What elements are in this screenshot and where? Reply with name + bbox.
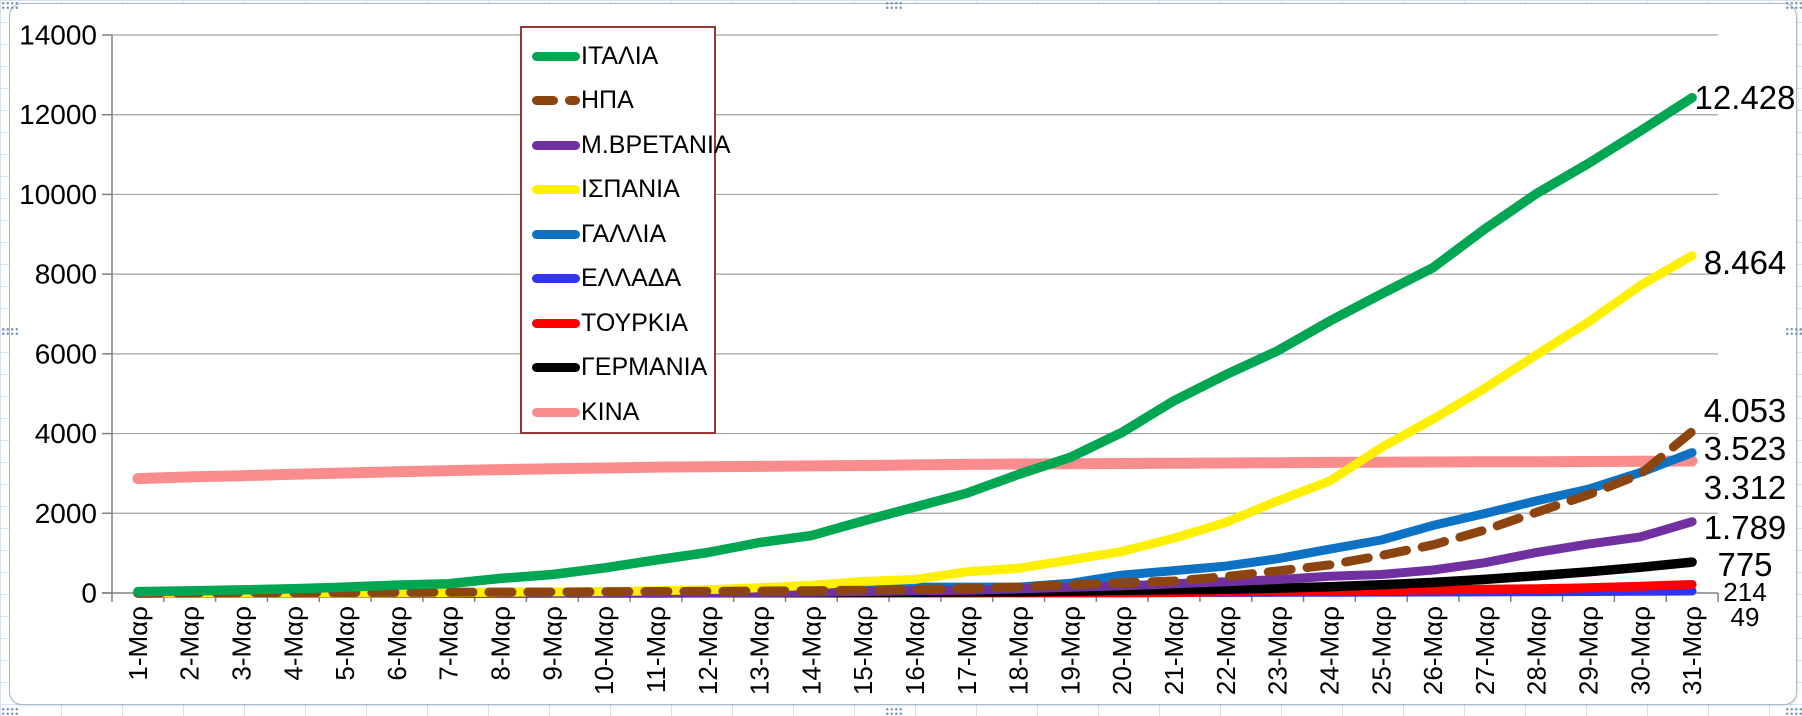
x-axis-label: 12-Μαρ	[693, 606, 723, 695]
legend-label: ΤΟΥΡΚΙΑ	[581, 308, 689, 337]
legend-swatch-ΙΣΠΑΝΙΑ	[532, 185, 580, 194]
y-axis-label: 0	[81, 578, 97, 609]
x-axis-label: 22-Μαρ	[1211, 606, 1241, 695]
x-axis-label: 21-Μαρ	[1159, 606, 1189, 695]
x-axis-label: 19-Μαρ	[1055, 606, 1085, 695]
x-axis-label: 4-Μαρ	[278, 606, 308, 681]
chart-selection-handle[interactable]	[1784, 0, 1802, 10]
x-axis-label: 15-Μαρ	[848, 606, 878, 695]
chart-selection-handle[interactable]	[884, 0, 902, 10]
legend[interactable]: ΙΤΑΛΙΑ ΗΠΑ Μ.ΒΡΕΤΑΝΙΑ ΙΣΠΑΝΙΑ ΓΑΛΛΙΑ ΕΛΛΑΔΑ ΤΟ…	[520, 26, 731, 434]
x-axis-label: 28-Μαρ	[1522, 606, 1552, 695]
series-line-ΗΠΑ[interactable]	[133, 427, 1697, 598]
legend-swatch-ΤΟΥΡΚΙΑ	[532, 318, 580, 328]
y-axis-label: 8000	[35, 259, 97, 290]
x-axis-label: 25-Μαρ	[1366, 606, 1396, 695]
chart-selection-handle[interactable]	[0, 0, 18, 10]
y-axis-label: 10000	[19, 179, 97, 210]
series-line-ΚΙΝΑ[interactable]	[132, 455, 1698, 485]
legend-item-Μ.ΒΡΕΤΑΝΙΑ[interactable]: Μ.ΒΡΕΤΑΝΙΑ	[532, 130, 731, 160]
legend-label: ΚΙΝΑ	[581, 397, 640, 426]
series-line-ΙΣΠΑΝΙΑ[interactable]	[133, 251, 1697, 598]
x-axis-label: 13-Μαρ	[745, 606, 775, 695]
legend-swatch-ΗΠΑ	[532, 96, 580, 105]
x-axis-label: 23-Μαρ	[1263, 606, 1293, 695]
x-axis-label: 8-Μαρ	[486, 606, 516, 681]
end-value-label-ΤΟΥΡΚΙΑ[interactable]: 214	[1723, 577, 1767, 607]
chart-selection-handle[interactable]	[884, 706, 902, 716]
legend-item-ΓΕΡΜΑΝΙΑ[interactable]: ΓΕΡΜΑΝΙΑ	[532, 353, 707, 383]
legend-label: ΙΤΑΛΙΑ	[581, 41, 659, 70]
x-axis-label: 16-Μαρ	[900, 606, 930, 695]
legend-label: ΙΣΠΑΝΙΑ	[581, 175, 680, 203]
legend-label: Μ.ΒΡΕΤΑΝΙΑ	[581, 130, 731, 159]
y-axis-label: 2000	[35, 498, 97, 529]
x-axis-label: 30-Μαρ	[1625, 606, 1655, 695]
end-value-label-Μ.ΒΡΕΤΑΝΙΑ[interactable]: 1.789	[1703, 508, 1787, 546]
legend-swatch-ΓΑΛΛΙΑ	[532, 229, 580, 239]
chart-selection-handle[interactable]	[1784, 326, 1802, 336]
x-axis-label: 29-Μαρ	[1573, 606, 1603, 695]
legend-label: ΗΠΑ	[581, 86, 634, 114]
end-value-label-ΓΑΛΛΙΑ[interactable]: 3.523	[1703, 429, 1787, 467]
x-axis-label: 5-Μαρ	[330, 606, 360, 681]
legend-swatch-ΙΤΑΛΙΑ	[532, 51, 580, 61]
x-axis-label: 7-Μαρ	[434, 606, 464, 681]
x-axis-label: 11-Μαρ	[641, 606, 671, 693]
legend-label: ΓΕΡΜΑΝΙΑ	[581, 353, 708, 381]
end-value-label-ΙΣΠΑΝΙΑ[interactable]: 8.464	[1703, 243, 1787, 281]
legend-item-ΚΙΝΑ[interactable]: ΚΙΝΑ	[532, 397, 639, 427]
legend-swatch-Μ.ΒΡΕΤΑΝΙΑ	[532, 140, 580, 150]
x-axis-label: 10-Μαρ	[589, 606, 619, 695]
legend-swatch-ΕΛΛΑΔΑ	[532, 274, 580, 283]
x-axis-label: 18-Μαρ	[1004, 606, 1034, 695]
legend-label: ΓΑΛΛΙΑ	[581, 219, 667, 248]
end-value-label-ΗΠΑ[interactable]: 4.053	[1703, 391, 1787, 429]
y-axis-label: 12000	[19, 99, 97, 130]
legend-swatch-ΓΕΡΜΑΝΙΑ	[532, 363, 580, 372]
chart-selection-handle[interactable]	[0, 706, 18, 716]
x-axis-label: 1-Μαρ	[123, 606, 153, 681]
x-axis-label: 9-Μαρ	[537, 606, 567, 681]
x-axis-label: 31-Μαρ	[1677, 606, 1707, 695]
x-axis-label: 20-Μαρ	[1107, 606, 1137, 695]
series-line-ΙΤΑΛΙΑ[interactable]	[133, 92, 1697, 597]
x-axis-label: 6-Μαρ	[382, 606, 412, 681]
x-axis-label: 24-Μαρ	[1314, 606, 1344, 695]
end-value-label-ΙΤΑΛΙΑ[interactable]: 12.428	[1694, 78, 1796, 116]
chart-selection-handle[interactable]	[0, 326, 18, 336]
end-value-label-ΚΙΝΑ[interactable]: 3.312	[1703, 468, 1787, 506]
y-axis-label: 4000	[35, 418, 97, 449]
legend-item-ΗΠΑ[interactable]: ΗΠΑ	[532, 86, 634, 116]
x-axis-label: 2-Μαρ	[175, 606, 205, 681]
legend-item-ΙΤΑΛΙΑ[interactable]: ΙΤΑΛΙΑ	[532, 41, 658, 71]
legend-item-ΕΛΛΑΔΑ[interactable]: ΕΛΛΑΔΑ	[532, 264, 681, 294]
x-axis-label: 27-Μαρ	[1470, 606, 1500, 695]
end-value-label-ΕΛΛΑΔΑ[interactable]: 49	[1730, 602, 1760, 632]
legend-item-ΤΟΥΡΚΙΑ[interactable]: ΤΟΥΡΚΙΑ	[532, 308, 688, 338]
legend-item-ΓΑΛΛΙΑ[interactable]: ΓΑΛΛΙΑ	[532, 219, 666, 249]
legend-label: ΕΛΛΑΔΑ	[581, 264, 682, 292]
y-axis-label: 6000	[35, 338, 97, 369]
x-axis-label: 3-Μαρ	[227, 606, 257, 681]
y-axis-label: 14000	[19, 20, 97, 51]
end-value-label-ΓΕΡΜΑΝΙΑ[interactable]: 775	[1717, 545, 1773, 583]
x-axis-label: 26-Μαρ	[1418, 606, 1448, 695]
legend-swatch-ΚΙΝΑ	[532, 407, 580, 417]
chart-selection-handle[interactable]	[1784, 706, 1802, 716]
x-axis-label: 17-Μαρ	[952, 606, 982, 695]
legend-item-ΙΣΠΑΝΙΑ[interactable]: ΙΣΠΑΝΙΑ	[532, 175, 680, 205]
x-axis-label: 14-Μαρ	[796, 606, 826, 695]
